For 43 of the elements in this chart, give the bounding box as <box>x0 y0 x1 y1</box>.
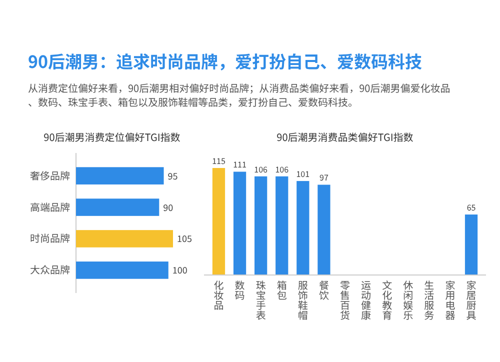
x-tick-label: 家居厨具 <box>464 280 479 320</box>
x-tick-label: 化妆品 <box>211 280 226 310</box>
bar <box>254 176 268 275</box>
data-label: 106 <box>275 164 290 176</box>
data-label: 111 <box>233 160 246 171</box>
data-label: 97 <box>320 172 329 184</box>
x-tick-label: 文化教育 <box>380 280 395 320</box>
data-label: 115 <box>212 156 226 167</box>
x-tick-label: 家用电器 <box>442 280 458 320</box>
data-label: 101 <box>296 169 310 180</box>
data-label: 95 <box>168 169 178 182</box>
data-label: 105 <box>177 232 192 246</box>
bar <box>76 262 168 279</box>
bar <box>464 214 478 275</box>
x-tick-label: 珠宝手表 <box>253 280 268 320</box>
bar <box>212 168 226 275</box>
y-tick-label: 高端品牌 <box>30 198 70 214</box>
x-tick-label: 休闲娱乐 <box>400 280 416 320</box>
x-tick-label: 运动健康 <box>358 280 374 320</box>
chart-title: 90后潮男消费定位偏好TGI指数 <box>44 129 180 144</box>
bar <box>233 172 246 275</box>
data-label: 106 <box>254 164 268 176</box>
chart-title: 90后潮男消费品类偏好TGI指数 <box>276 129 414 144</box>
bar <box>318 184 330 275</box>
data-label: 100 <box>172 264 188 277</box>
x-tick-label: 数码 <box>232 280 248 300</box>
text: 90后潮男：追求时尚品牌，爱打扮自己、爱数码科技 <box>28 48 422 73</box>
bar <box>296 181 310 275</box>
data-label: 90 <box>163 200 174 214</box>
y-tick-label: 大众品牌 <box>30 262 70 277</box>
x-tick-label: 服饰鞋帽 <box>295 280 310 320</box>
text: 从消费定位偏好来看，90后潮男相对偏好时尚品牌；从消费品类偏好来看，90后潮男偏爱化妆品、数码、珠宝手表、箱包以及服饰鞋帽等品类，爱打扮自己、爱数码科技。 <box>28 80 450 109</box>
data-label: 65 <box>466 202 476 214</box>
bar <box>76 230 173 248</box>
bar <box>76 167 164 184</box>
y-tick-label: 时尚品牌 <box>30 230 70 246</box>
x-tick-label: 零售百货 <box>338 280 352 320</box>
bar <box>276 176 288 275</box>
bar <box>76 198 160 216</box>
x-tick-label: 生活服务 <box>422 280 437 320</box>
x-tick-label: 餐饮 <box>316 280 332 300</box>
y-tick-label: 奢侈品牌 <box>30 167 70 182</box>
x-tick-label: 箱包 <box>274 280 290 300</box>
